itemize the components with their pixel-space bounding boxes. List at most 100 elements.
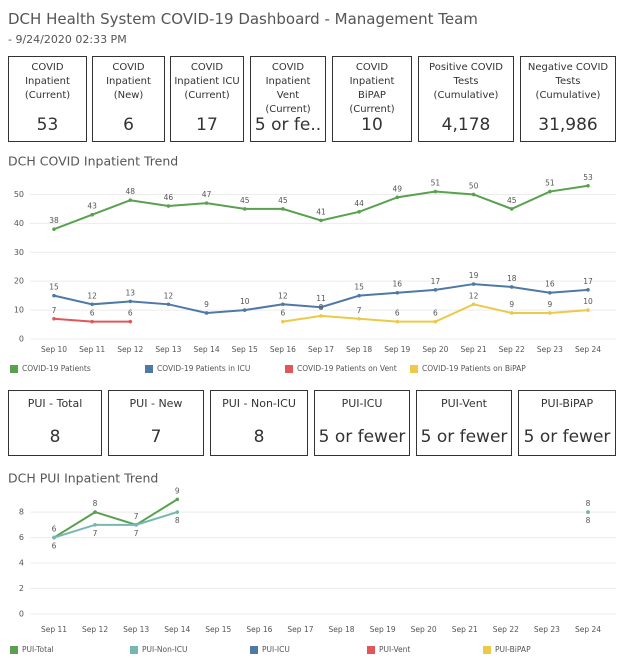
kpi-label: COVID Inpatient ICU (Current) [174,62,240,101]
data-label: 51 [545,179,555,188]
kpi-value: 5 or fewer [420,427,508,447]
data-label: 7 [93,529,98,538]
kpi-value: 8 [49,427,61,447]
data-label: 6 [90,309,95,318]
x-tick-label: Sep 13 [123,625,149,634]
data-label: 6 [128,309,133,318]
kpi-card: PUI - New 7 [108,390,204,456]
point [433,319,438,324]
kpi-value: 5 or fewer [318,427,406,447]
point [90,302,94,307]
y-tick-label: 2 [19,584,24,593]
legend-swatch [367,646,375,654]
legend-swatch [483,646,491,654]
x-tick-label: Sep 18 [346,345,372,354]
x-tick-label: Sep 21 [461,345,487,354]
data-label: 7 [134,529,139,538]
x-tick-label: Sep 24 [575,345,601,354]
y-tick-label: 30 [14,248,24,257]
data-label: 43 [87,202,97,211]
data-label: 16 [393,280,403,289]
y-tick-label: 20 [14,277,24,286]
x-tick-label: Sep 19 [384,345,410,354]
kpi-label: COVID Inpatient BiPAP (Current) [349,62,395,115]
x-tick-label: Sep 17 [308,345,334,354]
data-label: 19 [469,271,479,280]
point [548,290,552,295]
data-label: 49 [393,184,403,193]
point [93,523,97,527]
kpi-value: 5 or fe.. [254,115,322,135]
point [586,288,590,292]
point [204,201,209,205]
point [175,510,180,514]
data-label: 46 [164,193,174,202]
kpi-value: 7 [150,427,162,447]
point [242,308,247,312]
point [319,305,323,310]
kpi-label: PUI - Non-ICU [222,397,296,410]
data-label: 9 [509,300,514,309]
data-label: 45 [240,196,250,205]
data-label: 45 [507,196,517,205]
point [548,311,552,315]
x-tick-label: Sep 10 [41,345,67,354]
data-label: 12 [278,291,288,300]
data-label: 7 [52,306,57,315]
kpi-label: PUI - Total [27,397,83,410]
kpi-card: PUI - Total 8 [8,390,102,456]
chart-title: DCH PUI Inpatient Trend [8,471,158,486]
kpi-card: PUI-BiPAP 5 or fewer [518,390,616,456]
y-tick-label: 0 [19,610,24,619]
data-label: 41 [316,207,326,216]
x-tick-label: Sep 13 [155,345,181,354]
kpi-value: 6 [123,115,134,135]
data-label: 17 [583,277,593,286]
legend-swatch [130,646,138,654]
kpi-label: COVID Inpatient (New) [106,62,151,101]
x-tick-label: Sep 18 [328,625,354,634]
data-label: 44 [354,199,364,208]
kpi-label: PUI-BiPAP [540,397,594,410]
kpi-card: PUI - Non-ICU 8 [210,390,308,456]
data-label: 6 [52,525,57,534]
point [242,207,247,211]
data-label: 38 [49,216,59,225]
point [357,293,361,298]
y-tick-label: 10 [14,306,24,315]
legend-label: COVID-19 Patients [22,364,91,373]
y-tick-label: 8 [19,508,24,517]
legend-label: PUI-Total [22,645,54,654]
x-tick-label: Sep 22 [493,625,519,634]
point [204,311,209,315]
point [281,319,285,324]
data-label: 8 [319,303,324,312]
kpi-card: COVID Inpatient (New) 6 [92,56,165,142]
kpi-label: COVID Inpatient (Current) [24,62,71,101]
data-label: 8 [586,499,591,508]
data-label: 53 [583,173,593,182]
point [166,302,171,307]
kpi-value: 5 or fewer [523,427,611,447]
legend-swatch [10,365,18,373]
data-label: 6 [395,309,400,318]
point [52,316,56,321]
legend-label: PUI-Vent [379,645,410,654]
point [128,198,133,203]
data-label: 13 [126,288,136,297]
point [281,207,285,211]
legend-swatch [145,365,153,373]
point [395,290,400,295]
point [52,293,56,298]
data-label: 7 [134,512,139,521]
x-tick-label: Sep 21 [452,625,478,634]
point [90,212,94,217]
point [319,314,323,318]
x-tick-label: Sep 23 [537,345,563,354]
kpi-label: PUI-ICU [341,397,383,410]
data-label: 8 [93,499,98,508]
point [509,207,514,211]
data-label: 15 [49,283,59,292]
